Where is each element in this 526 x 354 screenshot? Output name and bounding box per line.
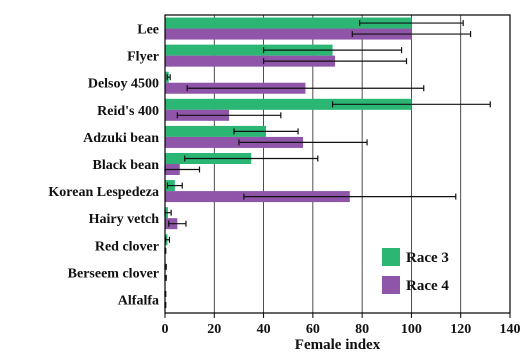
- category-label: Korean Lespedeza: [48, 185, 159, 200]
- legend: Race 3 Race 4: [382, 248, 449, 294]
- x-tick-label: 120: [450, 322, 471, 337]
- x-tick-label: 100: [401, 322, 422, 337]
- x-tick-label: 0: [162, 322, 169, 337]
- bar: [165, 17, 412, 29]
- category-label: Lee: [137, 23, 159, 38]
- legend-swatch: [382, 248, 400, 266]
- x-tick-label: 80: [355, 322, 369, 337]
- x-tick-label: 140: [500, 322, 521, 337]
- category-label: Alfalfa: [118, 293, 159, 308]
- bar: [165, 125, 267, 137]
- bar: [165, 44, 333, 56]
- error-bars: [164, 20, 491, 308]
- plot-frame: [164, 14, 511, 314]
- category-label: Adzuki bean: [83, 131, 159, 146]
- x-tick-labels: 0 20 40 60 80 100 120 140: [162, 322, 521, 337]
- legend-label: Race 4: [406, 278, 449, 294]
- bar: [165, 28, 412, 40]
- bar: [165, 98, 412, 110]
- x-tick-label: 60: [306, 322, 320, 337]
- x-tick-label: 40: [257, 322, 271, 337]
- category-label: Berseem clover: [68, 266, 159, 281]
- category-label: Red clover: [95, 239, 159, 254]
- x-axis-title: Female index: [295, 337, 381, 353]
- category-label: Black bean: [92, 158, 159, 173]
- category-labels: Lee Flyer Delsoy 4500 Reid's 400 Adzuki bean…: [48, 23, 159, 309]
- bar: [165, 136, 303, 148]
- category-label: Delsoy 4500: [88, 77, 159, 92]
- legend-swatch: [382, 276, 400, 294]
- category-label: Flyer: [127, 50, 159, 65]
- category-label: Reid's 400: [97, 104, 159, 119]
- bar: [165, 55, 336, 67]
- x-tick-label: 20: [207, 322, 221, 337]
- category-label: Hairy vetch: [89, 212, 160, 227]
- legend-label: Race 3: [406, 250, 449, 266]
